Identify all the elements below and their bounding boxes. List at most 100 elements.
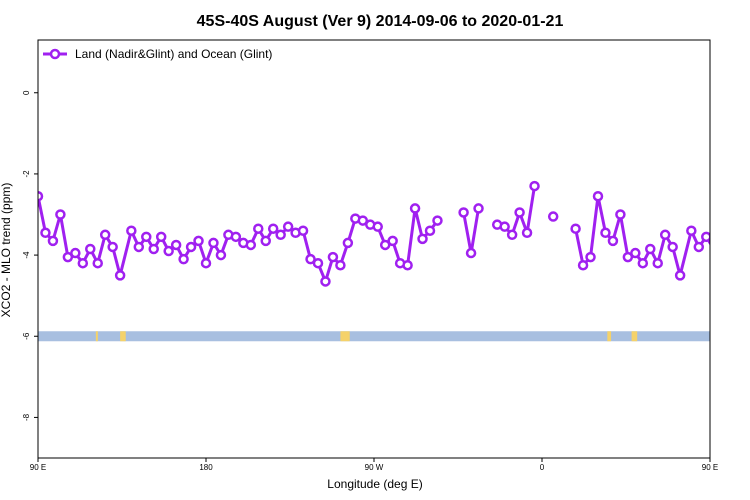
land-patch	[120, 331, 126, 342]
data-point	[674, 270, 686, 281]
plot-frame	[37, 39, 711, 459]
data-point	[163, 245, 174, 257]
data-point	[282, 221, 294, 232]
y-tick-label: -2	[22, 170, 31, 178]
x-axis-label: Longitude (deg E)	[327, 477, 422, 491]
data-point	[506, 229, 518, 241]
data-point	[245, 239, 257, 251]
data-point	[155, 231, 167, 243]
data-point	[458, 207, 469, 218]
data-point	[637, 257, 649, 269]
x-tick-label: 0	[540, 463, 545, 472]
data-point	[379, 239, 391, 251]
data-point	[114, 270, 126, 281]
data-point	[652, 257, 663, 269]
data-point	[645, 243, 656, 255]
data-point	[200, 257, 212, 269]
data-point	[99, 229, 111, 241]
chart-title: 45S-40S August (Ver 9) 2014-09-06 to 202…	[197, 13, 564, 30]
data-point	[465, 247, 477, 259]
data-point	[77, 257, 89, 269]
data-point	[297, 225, 309, 236]
land-patch	[340, 331, 350, 342]
data-point	[230, 231, 242, 243]
ocean-band	[38, 331, 710, 342]
data-point	[667, 241, 678, 253]
data-point	[499, 221, 510, 232]
y-tick-label: -6	[22, 332, 31, 340]
data-point	[521, 227, 533, 239]
data-point	[148, 243, 159, 255]
data-point	[312, 257, 324, 269]
land-patch	[607, 331, 612, 342]
legend-marker	[49, 48, 61, 60]
data-point	[592, 190, 604, 202]
data-point	[260, 235, 271, 247]
data-point	[85, 243, 96, 255]
land-patch	[631, 331, 638, 342]
data-point	[126, 225, 137, 236]
data-point	[38, 190, 44, 202]
data-point	[402, 259, 413, 271]
data-point	[62, 251, 74, 263]
data-point	[267, 223, 279, 234]
data-point	[357, 215, 369, 226]
data-point	[92, 257, 103, 269]
data-point	[607, 235, 619, 247]
data-point	[424, 225, 436, 236]
data-point	[585, 251, 596, 263]
land-patch	[95, 331, 98, 342]
data-point	[630, 247, 641, 259]
data-point	[70, 247, 81, 259]
data-point	[107, 241, 118, 253]
data-point	[327, 251, 339, 263]
data-point	[417, 233, 428, 245]
data-point	[577, 259, 589, 271]
data-point	[432, 215, 443, 226]
data-point	[615, 209, 626, 220]
data-point	[185, 241, 197, 253]
data-point	[253, 223, 264, 234]
data-point	[178, 253, 189, 265]
y-axis-label: XCO2 - MLO trend (ppm)	[0, 183, 13, 318]
y-tick-label: -8	[22, 413, 31, 421]
data-point	[570, 223, 581, 234]
data-point	[193, 235, 204, 247]
data-point	[133, 241, 145, 253]
data-point	[622, 251, 634, 263]
legend-label: Land (Nadir&Glint) and Ocean (Glint)	[75, 47, 272, 61]
data-point	[514, 207, 525, 218]
data-point	[47, 235, 59, 247]
x-tick-label: 90 W	[365, 463, 384, 472]
x-tick-label: 90 E	[702, 463, 718, 472]
data-point	[473, 203, 484, 214]
data-point	[275, 229, 286, 241]
data-point	[305, 253, 316, 265]
data-point	[387, 235, 398, 247]
data-point	[701, 231, 710, 243]
data-point	[40, 227, 51, 239]
data-point	[409, 203, 421, 214]
legend: Land (Nadir&Glint) and Ocean (Glint)	[43, 47, 272, 61]
data-point	[55, 209, 66, 220]
x-tick-label: 90 E	[30, 463, 46, 472]
data-point	[320, 276, 331, 287]
y-tick-label: 0	[22, 90, 31, 95]
data-point	[529, 180, 540, 192]
data-point	[686, 225, 697, 236]
data-point	[335, 259, 346, 271]
x-tick-label: 180	[199, 463, 213, 472]
data-point	[170, 239, 182, 251]
data-point	[342, 237, 354, 249]
data-point	[215, 249, 227, 261]
data-point	[547, 211, 559, 222]
surface-strip	[38, 331, 710, 342]
data-point	[372, 221, 383, 232]
y-tick-label: -4	[22, 251, 31, 259]
series-layer	[38, 180, 710, 287]
data-point	[693, 241, 705, 253]
axis-ticks: 90 E 180 90 W 0 90 E 0 -2 -4 -6 -8	[22, 90, 718, 472]
data-point	[659, 229, 671, 241]
data-point	[141, 231, 152, 243]
data-point	[208, 237, 219, 249]
